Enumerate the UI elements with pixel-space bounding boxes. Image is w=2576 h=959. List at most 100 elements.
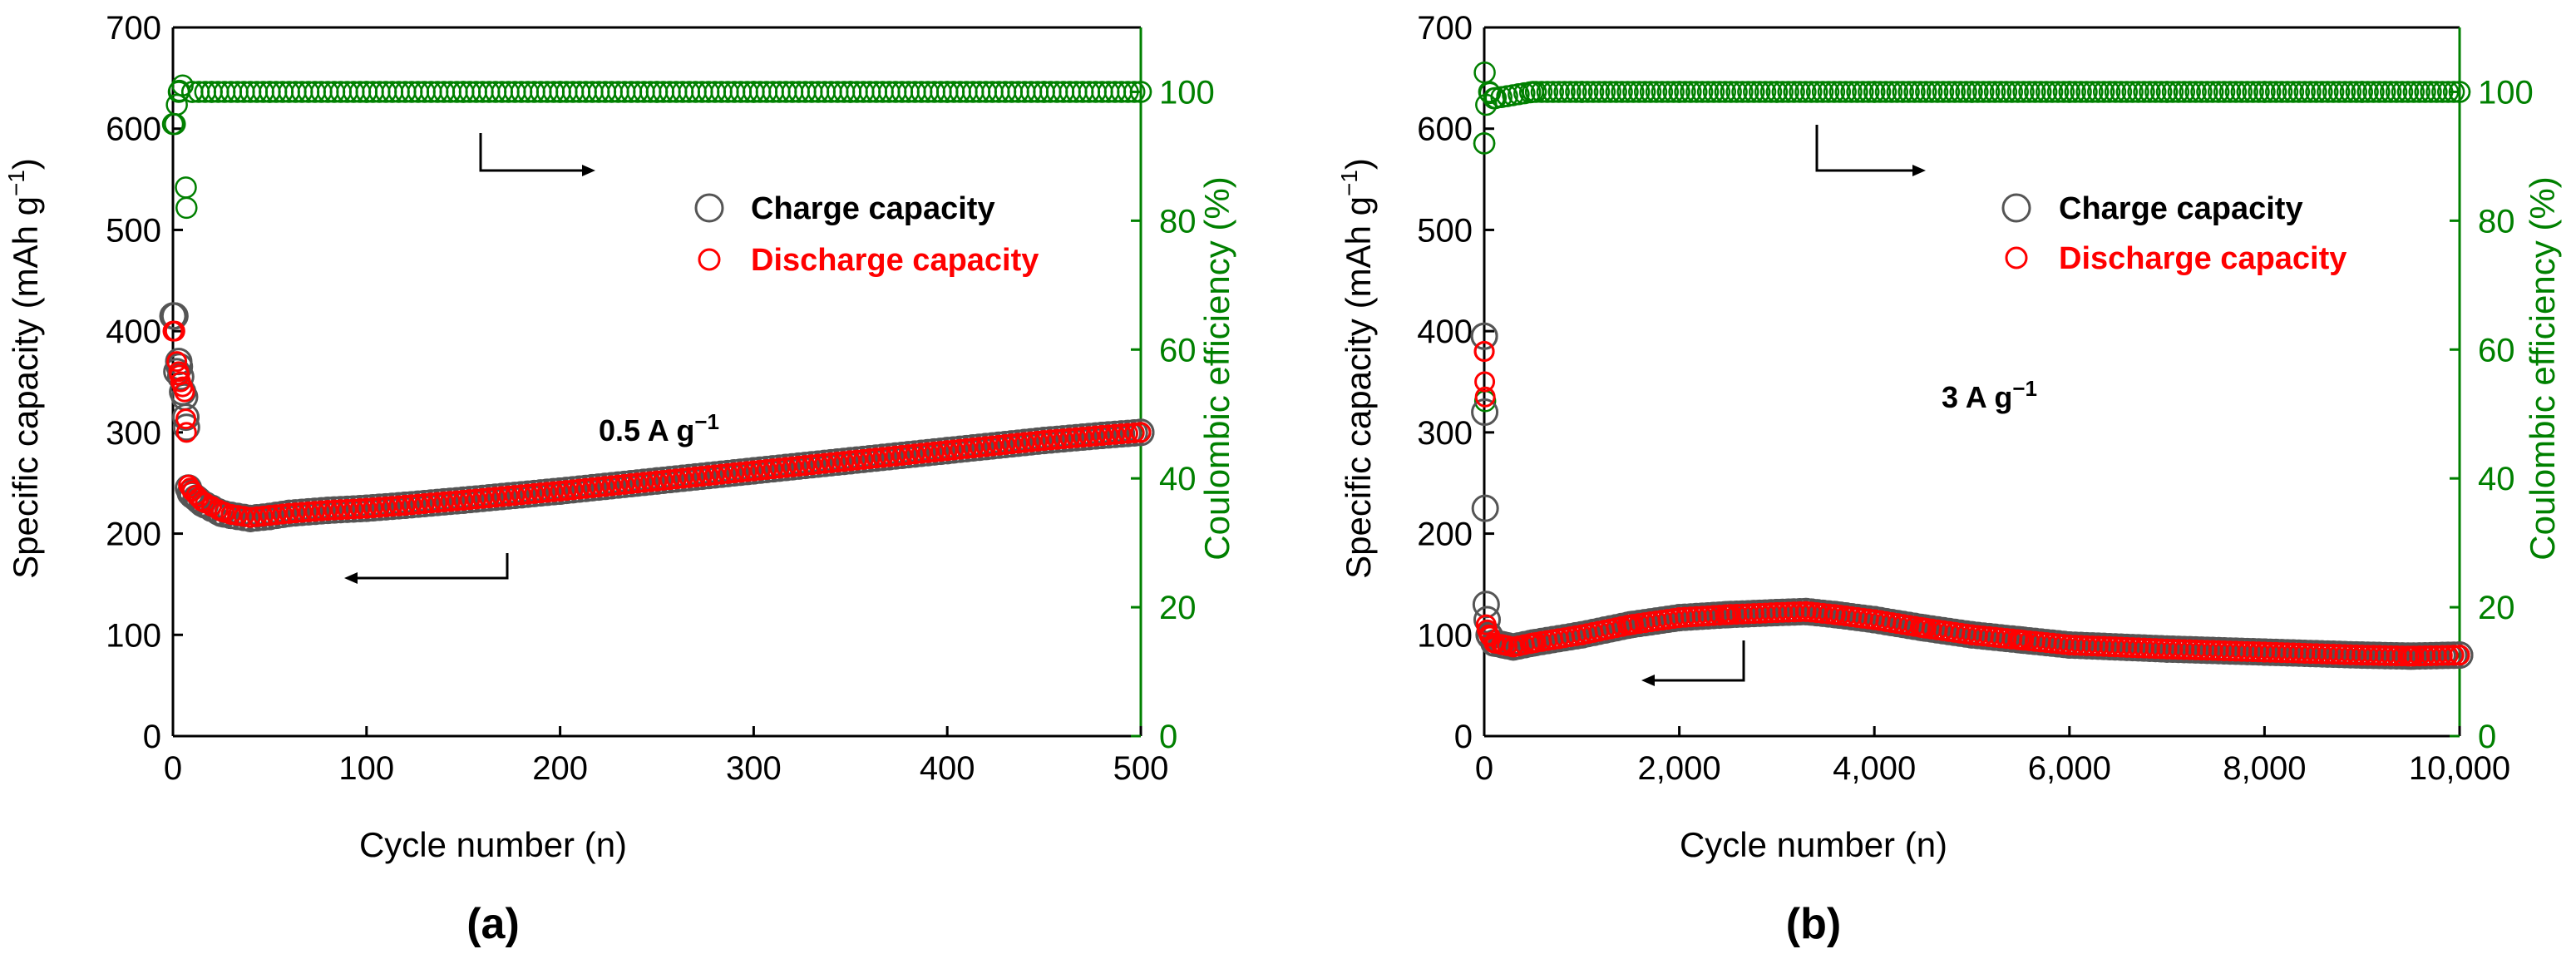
panel-b-discharge-point	[1766, 602, 1788, 624]
panel-b-efficiency-point	[1852, 81, 1874, 103]
panel-b-efficiency-point	[1897, 81, 1920, 103]
panel-b-efficiency-point	[2110, 81, 2133, 103]
panel-b-efficiency-point	[1995, 81, 2018, 103]
panel-b-efficiency-point	[1926, 81, 1949, 103]
panel-a-discharge-point	[191, 491, 213, 512]
panel-b-discharge-point	[2437, 645, 2459, 666]
panel-a-charge-point	[1127, 418, 1155, 447]
panel-a-discharge-point	[543, 481, 565, 502]
panel-b-efficiency-point	[2391, 81, 2414, 103]
panel-b-efficiency-point	[1920, 81, 1943, 103]
panel-b-efficiency-point	[1783, 81, 1805, 103]
panel-a-y2-tick-label: 80	[1159, 203, 1197, 240]
panel-b-efficiency-point	[1622, 81, 1645, 103]
panel-b-discharge-point	[1571, 624, 1592, 645]
panel-b-efficiency-point	[1943, 81, 1967, 103]
panel-a-discharge-point	[614, 473, 635, 495]
panel-b-charge-point	[1472, 591, 1500, 619]
panel-a-discharge-point	[246, 506, 268, 527]
panel-b-y-tick-label: 300	[1417, 415, 1473, 452]
panel-a-discharge-point	[782, 456, 803, 477]
panel-a-discharge-point	[723, 462, 745, 484]
panel-b-efficiency-point	[2207, 81, 2230, 103]
panel-a-discharge-point	[698, 465, 719, 487]
panel-a-discharge-point	[550, 480, 571, 502]
panel-a-efficiency-point	[743, 81, 765, 103]
panel-b-efficiency-point	[1720, 81, 1742, 103]
panel-b-discharge-point	[1474, 386, 1496, 408]
panel-a-charge-point	[353, 494, 381, 522]
panel-b-efficiency-point	[1805, 81, 1828, 103]
panel-b-efficiency-point	[1731, 81, 1754, 103]
panel-b-efficiency-point	[2242, 81, 2264, 103]
panel-a-charge-point	[391, 491, 419, 519]
panel-b-efficiency-point	[1765, 81, 1789, 103]
panel-b-efficiency-point	[2121, 81, 2144, 103]
panel-b-efficiency-point	[2442, 81, 2465, 103]
panel-b-discharge-point	[2156, 638, 2178, 660]
panel-a-discharge-point	[994, 433, 1016, 455]
panel-b-efficiency-point	[2230, 81, 2253, 103]
panel-a-y-axis-label: Specific capacity (mAh g−1)	[3, 158, 45, 579]
panel-b-y-tick-label: 700	[1417, 10, 1473, 47]
panel-b-efficiency-point	[1536, 81, 1559, 103]
panel-a-y-tick-label: 0	[143, 719, 161, 755]
panel-b-y-axis-label: Specific capacity (mAh g−1)	[1336, 158, 1378, 579]
panel-a-charge-point	[172, 413, 200, 442]
panel-a-discharge-point	[821, 452, 842, 473]
panel-b-x-tick-label: 2,000	[1638, 750, 1721, 787]
panel-a-efficiency-point	[1129, 81, 1152, 103]
panel-b-efficiency-point	[1587, 81, 1611, 103]
panel-b-efficiency-point	[2224, 81, 2248, 103]
panel-b-efficiency-point	[1858, 81, 1880, 103]
panel-b-charge-point	[2348, 641, 2376, 670]
panel-b-discharge-point	[1620, 614, 1641, 635]
panel-a-discharge-point	[898, 444, 920, 466]
panel-a-discharge-point	[943, 439, 965, 461]
panel-a-efficiency-point	[175, 196, 198, 220]
panel-b-efficiency-point	[1880, 81, 1903, 103]
panel-b-efficiency-point	[1915, 81, 1937, 103]
panel-b-discharge-point	[1863, 609, 1885, 630]
panel-a-discharge-point	[627, 472, 649, 494]
panel-b-discharge-point	[1824, 604, 1846, 625]
panel-b-charge-point	[2055, 630, 2084, 659]
panel-a-efficiency-point	[452, 81, 475, 103]
panel-b-efficiency-point	[1473, 132, 1496, 155]
panel-b-charge-point	[1958, 620, 1986, 649]
panel-a-discharge-point	[904, 443, 925, 465]
panel-a-discharge-point	[1001, 433, 1023, 455]
panel-b-efficiency-point	[1651, 81, 1674, 103]
panel-b-efficiency-point	[2282, 81, 2305, 103]
panel-b-efficiency-point	[1823, 81, 1846, 103]
panel-b-efficiency-point	[2202, 81, 2224, 103]
panel-b-efficiency-point	[2018, 81, 2041, 103]
panel-a-discharge-point	[730, 462, 752, 483]
panel-a-efficiency-point	[1117, 81, 1139, 103]
panel-b-efficiency-point	[1714, 81, 1737, 103]
panel-b-x-axis-label: Cycle number (n)	[1680, 825, 1947, 864]
panel-b-efficiency-point	[2305, 81, 2327, 103]
panel-b-efficiency-point	[2012, 81, 2035, 103]
panel-a-discharge-point	[852, 448, 874, 470]
panel-b-efficiency-point	[1892, 81, 1914, 103]
panel-b-efficiency-point	[2052, 81, 2075, 103]
panel-b-efficiency-point	[1937, 81, 1961, 103]
panel-a-discharge-point	[679, 467, 700, 488]
panel-a-charge-point	[313, 497, 342, 525]
panel-b-efficiency-point	[1817, 81, 1840, 103]
panel-b-efficiency-point	[1599, 81, 1622, 103]
panel-a-rate-annotation: 0.5 A g−1	[599, 409, 719, 447]
panel-b-charge-point	[1567, 620, 1596, 649]
panel-a-discharge-point	[768, 457, 790, 479]
panel-b-efficiency-point	[2351, 81, 2373, 103]
panel-a-discharge-point	[930, 441, 951, 462]
panel-a-discharge-point	[317, 500, 338, 522]
panel-b-legend-discharge-label: Discharge capacity	[2059, 241, 2347, 276]
panel-a-discharge-point	[878, 446, 900, 467]
panel-a-discharge-point	[1008, 433, 1029, 454]
panel-a-discharge-point	[201, 496, 223, 517]
panel-a-x-tick-label: 400	[920, 750, 975, 787]
panel-b-charge-point	[2250, 638, 2278, 666]
panel-b-efficiency-point	[1668, 81, 1690, 103]
